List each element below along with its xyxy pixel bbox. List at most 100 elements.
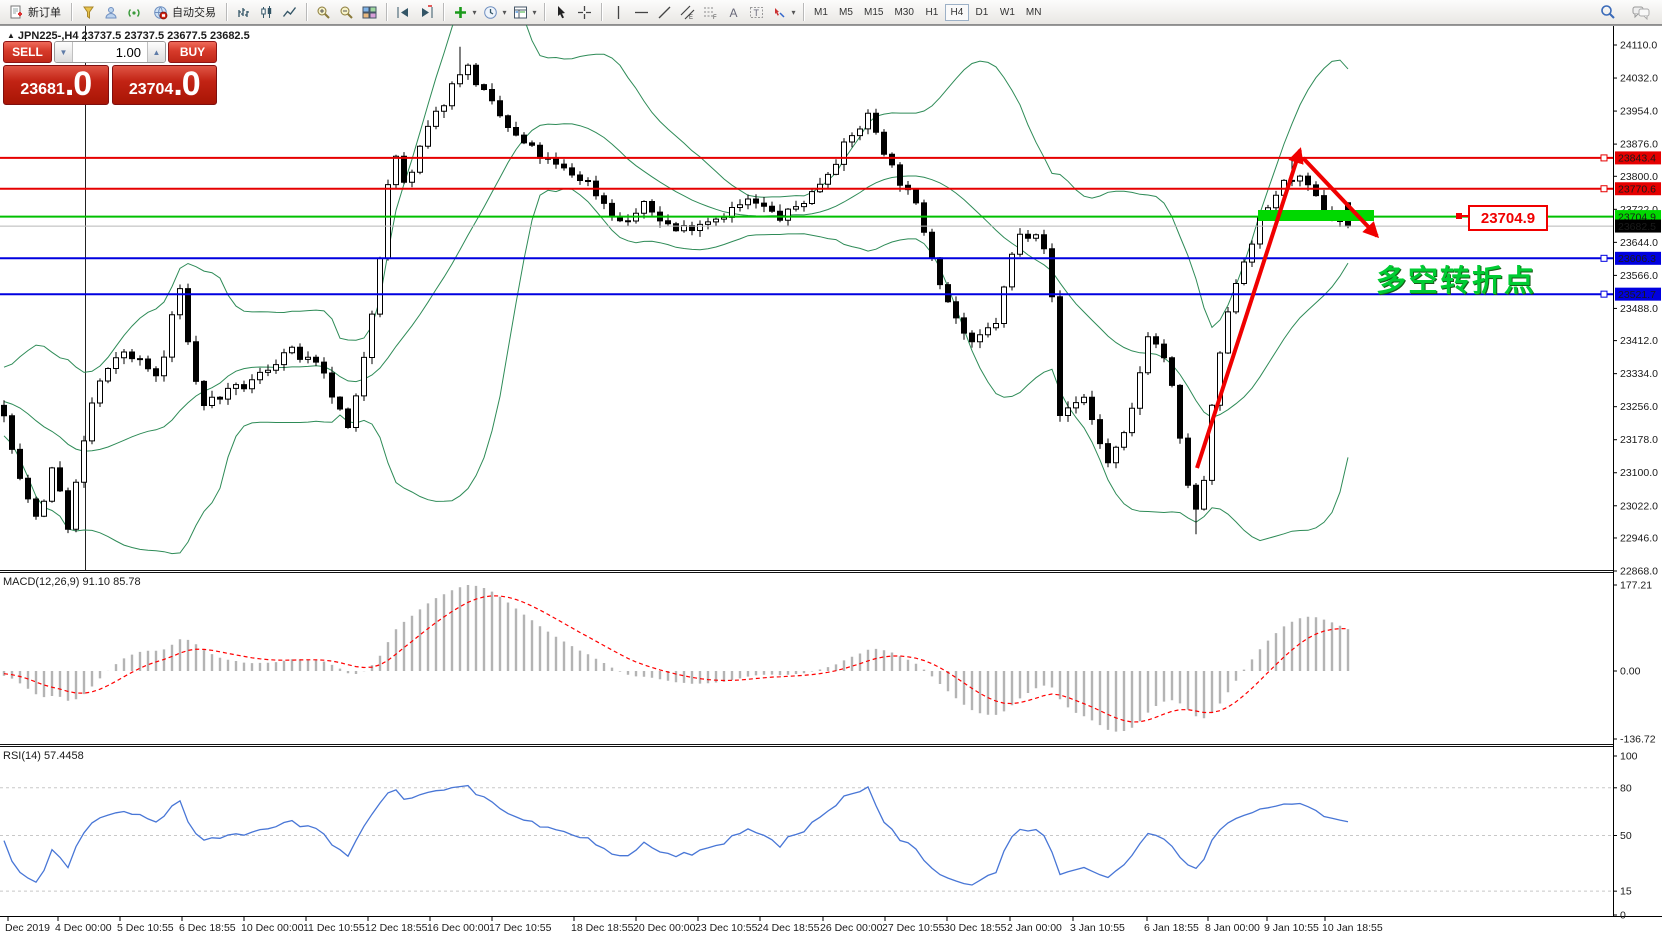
time-tick-label: 12 Dec 18:55 — [365, 922, 428, 934]
volume-input[interactable] — [73, 42, 147, 62]
macd-axis-label: 177.21 — [1620, 580, 1652, 592]
macd-value-signal: 85.78 — [113, 576, 141, 588]
price-tick-label: 23412.0 — [1620, 335, 1658, 347]
price-tick-label: 24032.0 — [1620, 73, 1658, 85]
templates-dropdown[interactable]: ▾ — [532, 7, 537, 17]
timeframe-M15[interactable]: M15 — [859, 4, 888, 21]
candles — [1, 46, 1351, 535]
rsi-line — [3, 784, 1349, 886]
time-tick-label: 27 Dec 10:55 — [882, 922, 945, 934]
new-order-button[interactable]: 新订单 — [2, 0, 66, 26]
arrows-tool-icon[interactable] — [768, 1, 791, 23]
fibonacci-tool-icon[interactable]: F — [699, 1, 722, 23]
price-tick-label: 23178.0 — [1620, 434, 1658, 446]
bull-candles — [41, 64, 1303, 530]
buy-button[interactable]: BUY — [168, 41, 217, 63]
trendline-tool-icon[interactable] — [653, 1, 676, 23]
timeframe-bar: M1 M5 M15 M30 H1 H4 D1 W1 MN — [809, 3, 1047, 21]
sell-button[interactable]: SELL — [3, 41, 52, 63]
down-trend-arrow[interactable] — [1301, 156, 1380, 239]
buy-price-panel[interactable]: 23704.0 — [111, 65, 217, 105]
signals-icon[interactable] — [123, 1, 146, 23]
time-tick-label: 24 Dec 18:55 — [757, 922, 820, 934]
buy-price: 23704 — [128, 81, 174, 98]
arrows-dropdown[interactable]: ▾ — [791, 7, 796, 17]
price-tick-label: 23256.0 — [1620, 401, 1658, 413]
timeframe-D1[interactable]: D1 — [970, 4, 994, 21]
price-axis: 24110.024032.023954.023876.023800.023722… — [1613, 40, 1661, 577]
vertical-line-tool-icon[interactable] — [607, 1, 630, 23]
bar-chart-icon[interactable] — [232, 1, 255, 23]
label-tool-icon[interactable]: T — [745, 1, 768, 23]
expand-icon[interactable]: ▲ — [7, 31, 15, 40]
timeframe-M30[interactable]: M30 — [889, 4, 918, 21]
time-tick-label: 9 Jan 10:55 — [1264, 922, 1319, 934]
bollinger-middle — [3, 123, 1349, 452]
separator — [443, 3, 444, 21]
accounts-icon[interactable] — [100, 1, 123, 23]
candle-wicks — [3, 46, 1349, 535]
channel-tool-icon[interactable]: E — [676, 1, 699, 23]
macd-signal-line — [3, 595, 1349, 723]
horizontal-line-tool-icon[interactable] — [630, 1, 653, 23]
separator — [601, 3, 602, 21]
crosshair-icon[interactable] — [573, 1, 596, 23]
volume-spinner: ▼ ▲ — [54, 41, 166, 63]
sell-price-panel[interactable]: 23681.0 — [3, 65, 109, 105]
cursor-icon[interactable] — [550, 1, 573, 23]
timeframes-icon[interactable] — [479, 1, 502, 23]
time-tick-label: 6 Jan 18:55 — [1144, 922, 1199, 934]
auto-scroll-icon[interactable] — [392, 1, 415, 23]
time-axis: Dec 2019 4 Dec 00:00 5 Dec 10:55 6 Dec 18:5… — [5, 917, 1383, 934]
indicators-dropdown[interactable]: ▾ — [472, 7, 477, 17]
market-watch-icon[interactable] — [77, 1, 100, 23]
zoom-out-icon[interactable] — [335, 1, 358, 23]
templates-icon[interactable] — [509, 1, 532, 23]
separator — [803, 3, 804, 21]
chat-icon[interactable] — [1629, 1, 1652, 23]
tile-windows-icon[interactable] — [358, 1, 381, 23]
timeframe-W1[interactable]: W1 — [995, 4, 1020, 21]
macd-value-main: 91.10 — [82, 576, 111, 588]
line-chart-icon[interactable] — [278, 1, 301, 23]
level-handle-23521.7[interactable] — [1600, 290, 1608, 298]
volume-increase-button[interactable]: ▲ — [147, 42, 165, 62]
timeframe-H1[interactable]: H1 — [920, 4, 944, 21]
price-tick-label: 23100.0 — [1620, 467, 1658, 479]
time-tick-label: 11 Dec 10:55 — [303, 922, 365, 934]
indicators-icon[interactable] — [449, 1, 472, 23]
toolbar: 新订单 自动交易 — [0, 0, 1662, 25]
price-tick-label: 23334.0 — [1620, 368, 1658, 380]
price-tick-label: 22868.0 — [1620, 565, 1658, 577]
time-tick-label: 18 Dec 18:55 — [571, 922, 634, 934]
candlestick-chart-icon[interactable] — [255, 1, 278, 23]
price-tick-label: 23954.0 — [1620, 106, 1658, 118]
search-icon[interactable] — [1596, 1, 1619, 23]
price-marker-23606.3 — [1615, 251, 1661, 265]
price-callout-box[interactable]: 23704.9 — [1468, 205, 1548, 231]
level-handle-23770.6[interactable] — [1600, 185, 1608, 193]
rsi-axis-label: 50 — [1620, 830, 1632, 842]
timeframe-M5[interactable]: M5 — [834, 4, 858, 21]
auto-trading-button[interactable]: 自动交易 — [146, 0, 221, 26]
level-handle-23606.3[interactable] — [1600, 254, 1608, 262]
up-trend-arrow[interactable] — [1195, 147, 1304, 469]
level-handle-23843.4[interactable] — [1600, 154, 1608, 162]
highlight-zone[interactable] — [1258, 210, 1374, 221]
separator — [306, 3, 307, 21]
time-tick-label: 6 Dec 18:55 — [179, 922, 236, 934]
rsi-axis-label: 100 — [1620, 751, 1638, 763]
timeframe-M1[interactable]: M1 — [809, 4, 833, 21]
volume-decrease-button[interactable]: ▼ — [55, 42, 73, 62]
one-click-trading-widget: SELL ▼ ▲ BUY 23681.0 23704.0 — [3, 41, 217, 105]
text-tool-icon[interactable]: A — [722, 1, 745, 23]
timeframe-H4[interactable]: H4 — [944, 3, 969, 21]
level-lines — [0, 154, 1613, 298]
timeframes-dropdown[interactable]: ▾ — [502, 7, 507, 17]
price-marker-23843.4 — [1615, 151, 1661, 165]
zoom-in-icon[interactable] — [312, 1, 335, 23]
macd-axis-label: -136.72 — [1620, 734, 1656, 746]
chart-shift-icon[interactable] — [415, 1, 438, 23]
timeframe-MN[interactable]: MN — [1021, 4, 1047, 21]
